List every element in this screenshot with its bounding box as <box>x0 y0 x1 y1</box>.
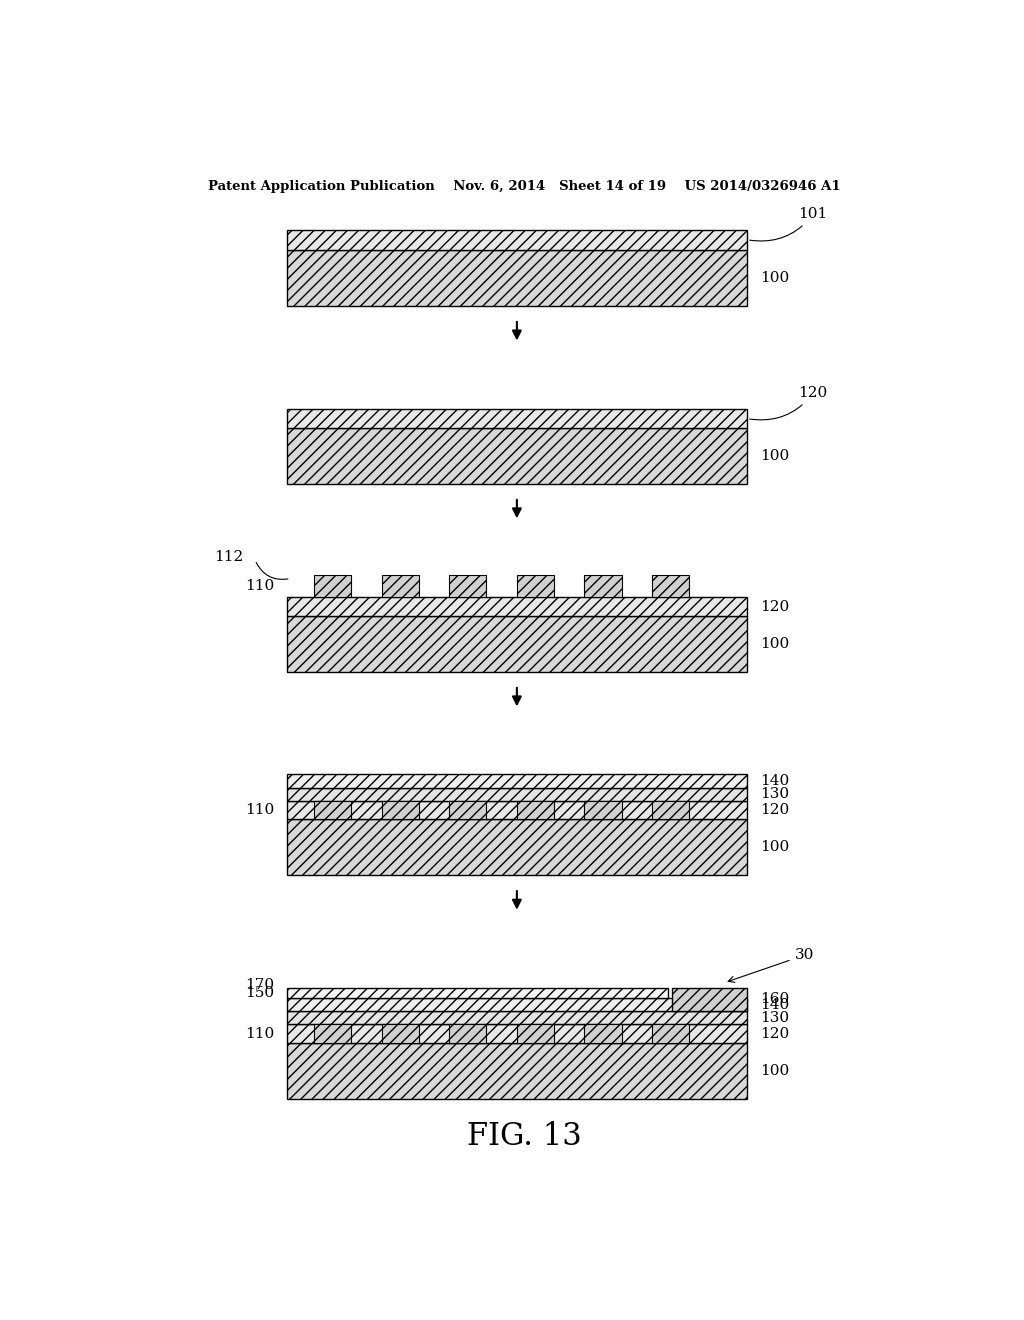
Text: 120: 120 <box>760 803 788 817</box>
Text: 100: 100 <box>760 449 788 463</box>
Bar <box>287 1024 748 1043</box>
Text: 112: 112 <box>214 550 243 564</box>
Text: 101: 101 <box>750 207 827 242</box>
Bar <box>652 801 689 818</box>
Bar <box>517 576 554 598</box>
Text: 100: 100 <box>760 636 788 651</box>
Text: 100: 100 <box>760 1064 788 1077</box>
Bar <box>450 1024 486 1043</box>
Bar <box>382 576 419 598</box>
Text: 130: 130 <box>760 787 788 801</box>
Bar <box>517 1024 554 1043</box>
Text: 120: 120 <box>760 599 788 614</box>
Bar <box>517 801 554 818</box>
Bar <box>287 775 748 788</box>
Bar <box>585 1024 622 1043</box>
Text: 140: 140 <box>760 774 788 788</box>
Bar <box>450 801 486 818</box>
Bar <box>287 801 748 818</box>
Text: 140: 140 <box>760 998 788 1011</box>
Bar <box>314 576 351 598</box>
Bar <box>652 576 689 598</box>
Bar <box>287 987 668 998</box>
Text: 120: 120 <box>760 1027 788 1040</box>
Bar <box>382 801 419 818</box>
Text: 110: 110 <box>245 1027 274 1040</box>
Bar <box>287 998 748 1011</box>
Bar <box>287 230 748 249</box>
Bar <box>450 576 486 598</box>
Bar <box>287 788 748 801</box>
Bar <box>314 1024 351 1043</box>
Bar <box>287 598 748 615</box>
Bar <box>585 801 622 818</box>
Text: FIG. 13: FIG. 13 <box>467 1121 583 1151</box>
Text: 30: 30 <box>728 948 814 982</box>
Bar <box>382 1024 419 1043</box>
Bar <box>287 428 748 483</box>
Text: 170: 170 <box>245 978 274 991</box>
Bar <box>672 987 748 1011</box>
Text: Patent Application Publication    Nov. 6, 2014   Sheet 14 of 19    US 2014/03269: Patent Application Publication Nov. 6, 2… <box>209 181 841 193</box>
Bar <box>652 1024 689 1043</box>
Text: 100: 100 <box>760 271 788 285</box>
Bar <box>314 801 351 818</box>
Bar <box>287 409 748 428</box>
Text: 110: 110 <box>245 579 274 593</box>
Bar <box>287 1043 748 1098</box>
Text: 160: 160 <box>760 993 788 1006</box>
Bar <box>287 615 748 672</box>
Bar <box>287 818 748 875</box>
Bar <box>287 249 748 306</box>
Text: 100: 100 <box>760 840 788 854</box>
Bar <box>287 1011 748 1024</box>
Text: 150: 150 <box>245 986 274 999</box>
Text: 120: 120 <box>750 387 827 420</box>
Text: 130: 130 <box>760 1011 788 1024</box>
Text: 110: 110 <box>245 803 274 817</box>
Bar <box>585 576 622 598</box>
